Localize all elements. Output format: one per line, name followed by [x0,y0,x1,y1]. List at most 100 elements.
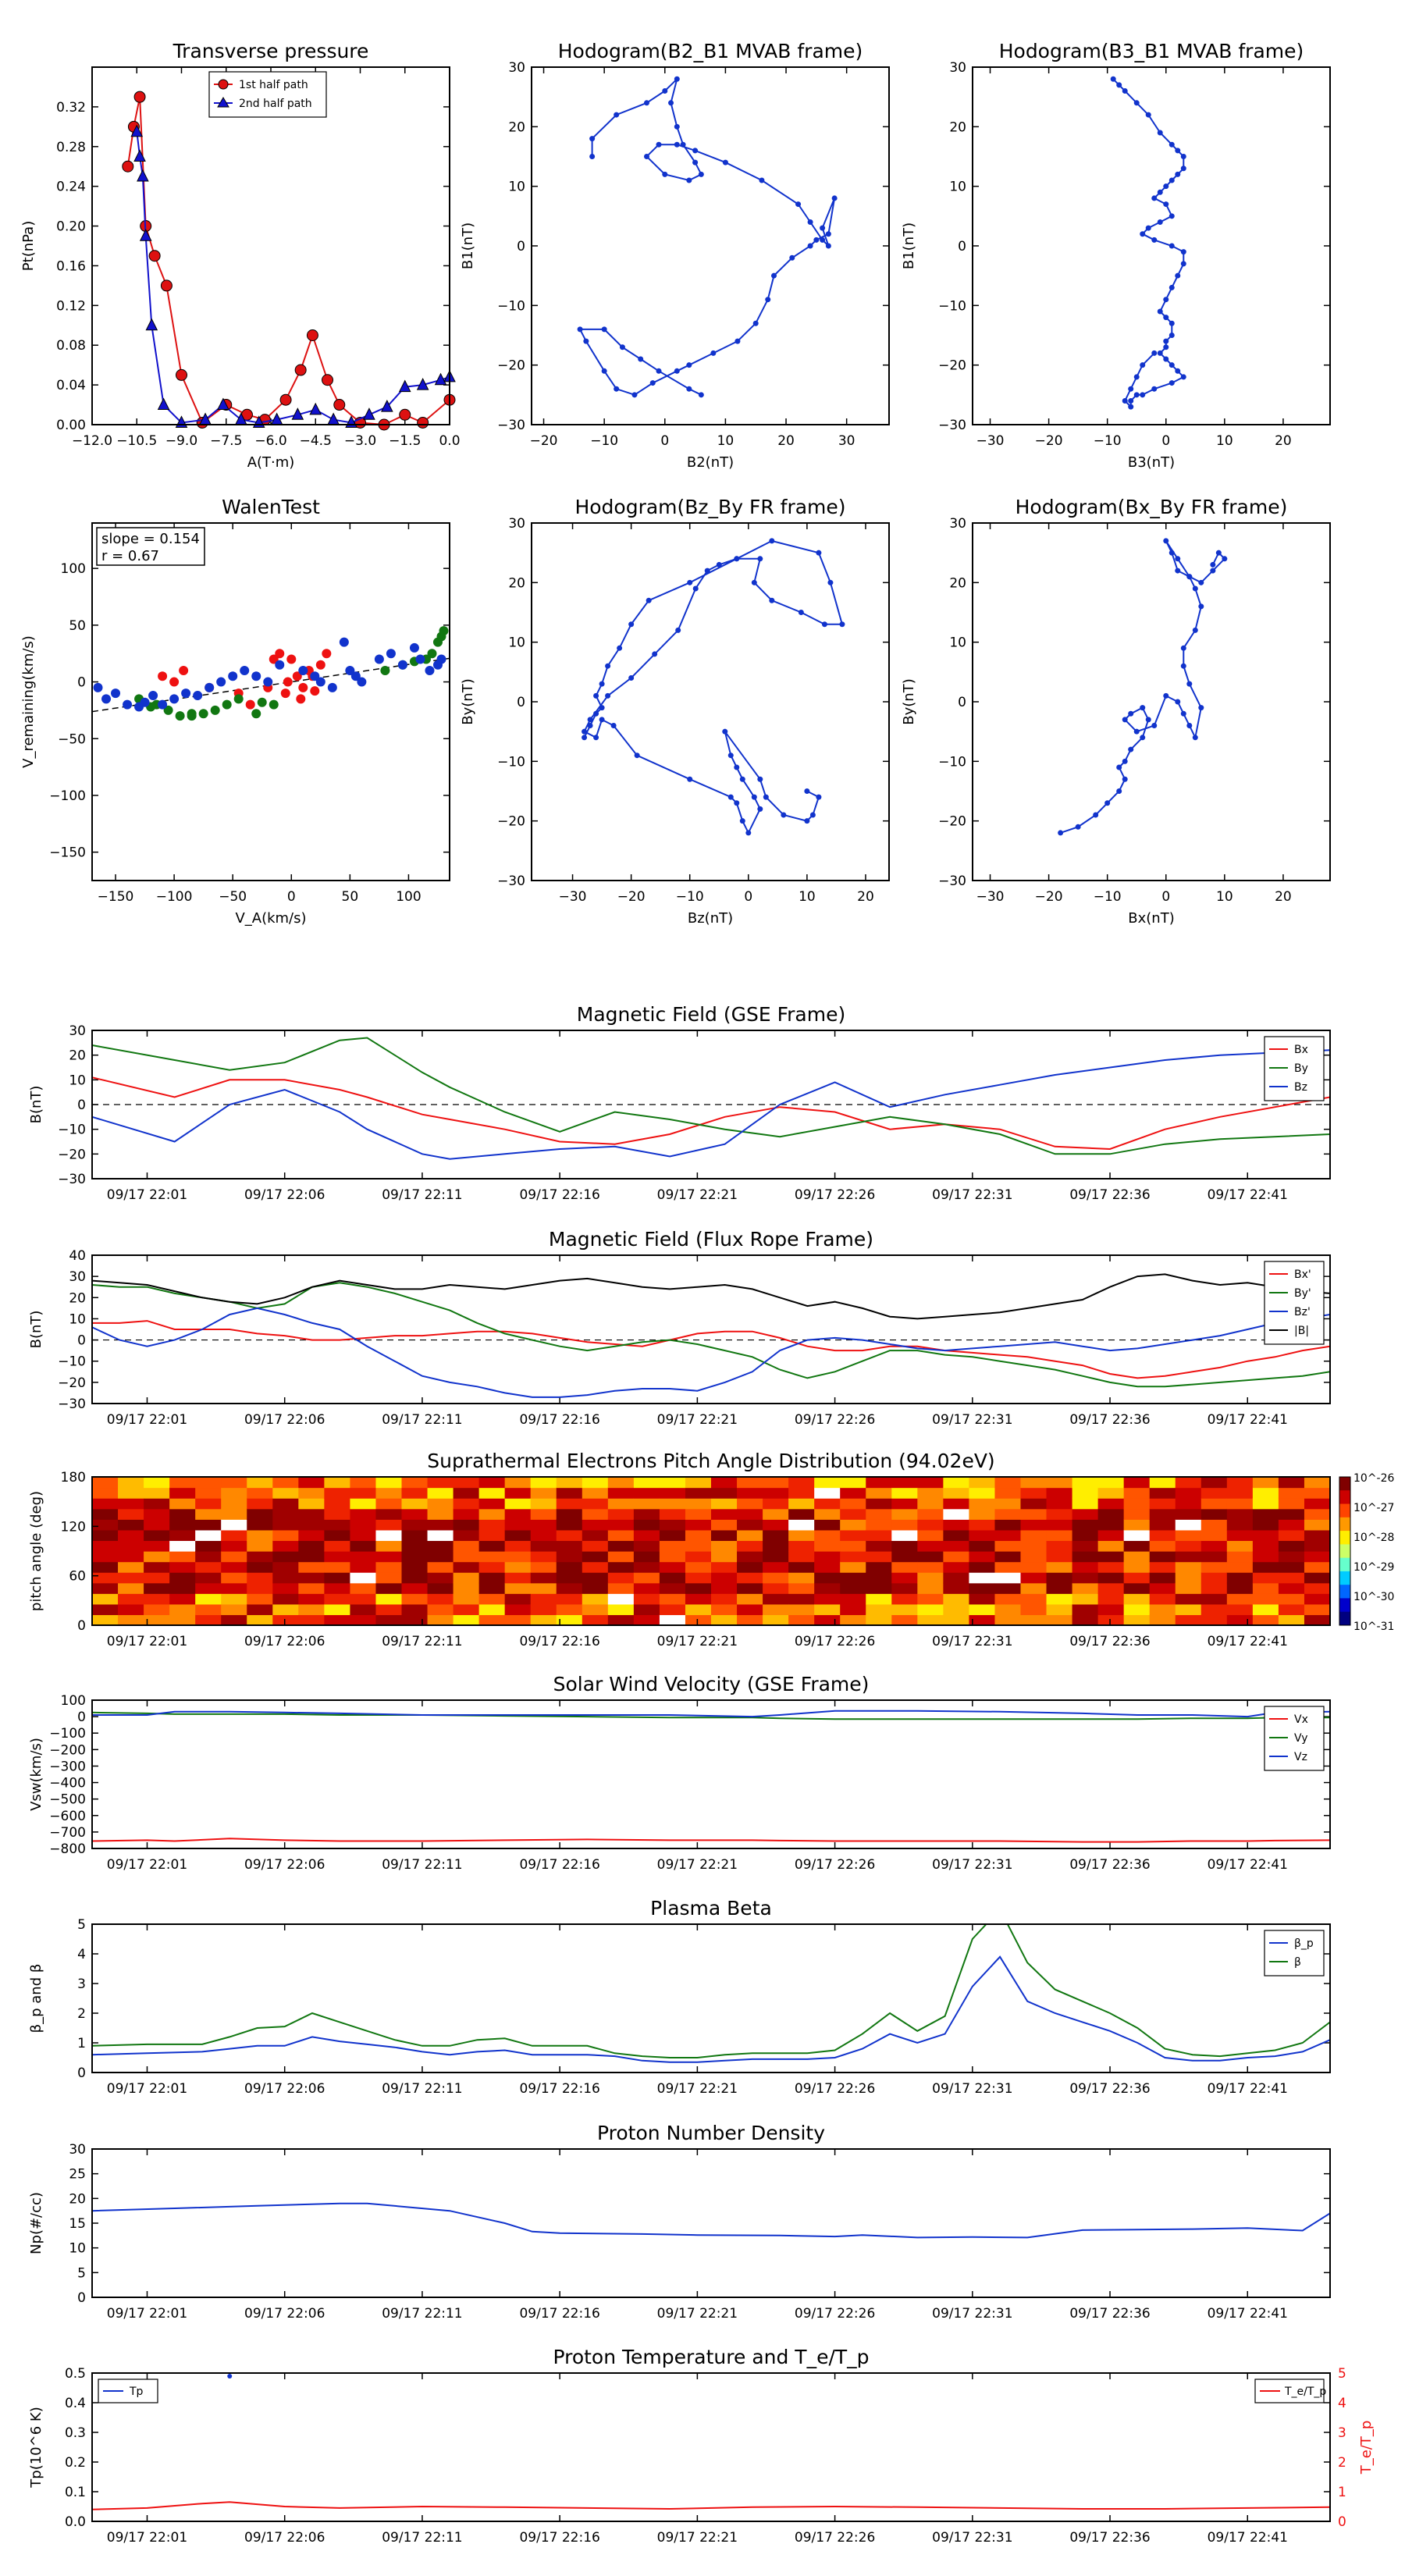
pad-cell [814,1572,841,1584]
y-tick-label: −100 [49,1726,86,1742]
walen-point-blue [263,677,273,687]
h4-marker [1116,788,1122,794]
walen-point-red [322,649,332,659]
pad-cell [582,1614,609,1626]
h2-marker [1116,82,1122,88]
pad-cell [685,1593,712,1605]
h2-marker [1168,213,1175,219]
pad-cell [92,1614,119,1626]
tp-marker [139,229,152,241]
y-tick-label: 0.28 [56,140,86,155]
h3-marker [763,794,769,800]
pad-cell [92,1551,119,1563]
pad-cell [1278,1487,1305,1499]
pad-cell [556,1603,583,1616]
x-tick-label: 20 [1275,433,1292,449]
y-tick-label: 0 [77,1618,86,1634]
h3-marker [704,568,710,574]
h1-marker [825,243,831,249]
x-tick-label: −50 [219,889,247,905]
pad-cell [556,1572,583,1584]
pad-cell [582,1593,609,1605]
pad-cell [943,1519,970,1531]
y-tick-label: 10 [69,2241,86,2257]
x-tick-label: 09/17 22:26 [795,2530,875,2546]
pad-cell [427,1487,454,1499]
walen-point-red [169,677,180,687]
pad-cell [1175,1508,1202,1520]
pad-cell [195,1540,222,1552]
pad-cell [814,1540,841,1552]
pad-cell [556,1508,583,1520]
pad-cell [866,1603,892,1616]
tp-title: Transverse pressure [173,40,369,62]
x-tick-label: 09/17 22:41 [1208,1412,1288,1428]
h4-marker [1116,764,1122,770]
y-tick-label: 0.00 [56,418,86,433]
pad-cell [1072,1487,1099,1499]
h3-marker [587,717,593,723]
x-tick-label: 0.0 [439,433,460,449]
pad-cell [298,1477,325,1489]
pad-cell [144,1614,170,1626]
pad-cell [1304,1603,1331,1616]
pad-cell [1200,1498,1228,1510]
walen-point-blue [216,677,226,687]
pad-cell [1226,1529,1254,1542]
pad-cell [453,1614,480,1626]
pad-cell [943,1487,970,1499]
pad-cell [582,1540,609,1552]
pad-cell [504,1603,532,1616]
h4-marker [1180,663,1186,669]
pad-cell [375,1487,403,1499]
pad-cell [453,1540,480,1552]
chart-h4: Hodogram(Bx_By FR frame) −30 −20 −10 0 10 20 −3… [901,496,1331,927]
legend-label: Tp [129,2386,144,2398]
pad-cell [169,1487,196,1499]
pad-cell [763,1614,789,1626]
pad-cell [711,1529,738,1542]
pad-cell [1200,1487,1228,1499]
pad-cell [350,1519,377,1531]
pad-cell [788,1519,815,1531]
x-tick-label: −10 [1094,433,1122,449]
pad-cell [659,1582,686,1594]
y-tick-label: −30 [58,1397,86,1412]
pad-cell [633,1508,660,1520]
chart-pad: Suprathermal Electrons Pitch Angle Distr… [28,1450,1395,1649]
pad-cell [1072,1572,1099,1584]
h1-marker [619,344,625,350]
h4-marker [1180,645,1186,651]
h1-marker [735,338,741,344]
walen-point-blue [240,666,250,676]
pad-cell [633,1477,660,1489]
h4-marker [1104,800,1111,806]
y-tick-label: 20 [949,575,966,591]
h3-marker [816,550,822,556]
x-tick-label: 09/17 22:31 [932,1634,1012,1649]
h1-marker [674,368,680,374]
pad-cell [298,1498,325,1510]
legend-box [208,71,327,118]
y-tick-label: −50 [58,731,86,747]
x-tick-label: 09/17 22:21 [657,2306,738,2322]
pad-cell [994,1498,1022,1510]
pad-cell [1149,1551,1176,1563]
x-tick-label: 09/17 22:41 [1208,1857,1288,1873]
x-axis-label: V_A(km/s) [235,910,306,927]
pad-cell [711,1593,738,1605]
walen-point-green [269,699,279,710]
pad-cell [478,1551,506,1563]
h1-marker [710,350,717,356]
tp-marker [322,374,334,386]
pad-cell [1149,1572,1176,1584]
pad-cell [530,1540,557,1552]
pad-cell [1252,1572,1279,1584]
pad-cell [530,1582,557,1594]
pad-cell [453,1593,480,1605]
pad-cell [556,1561,583,1573]
pad-cell [1123,1508,1151,1520]
pad-cell [1020,1551,1048,1563]
h3-marker [716,561,722,568]
pad-cell [814,1561,841,1573]
